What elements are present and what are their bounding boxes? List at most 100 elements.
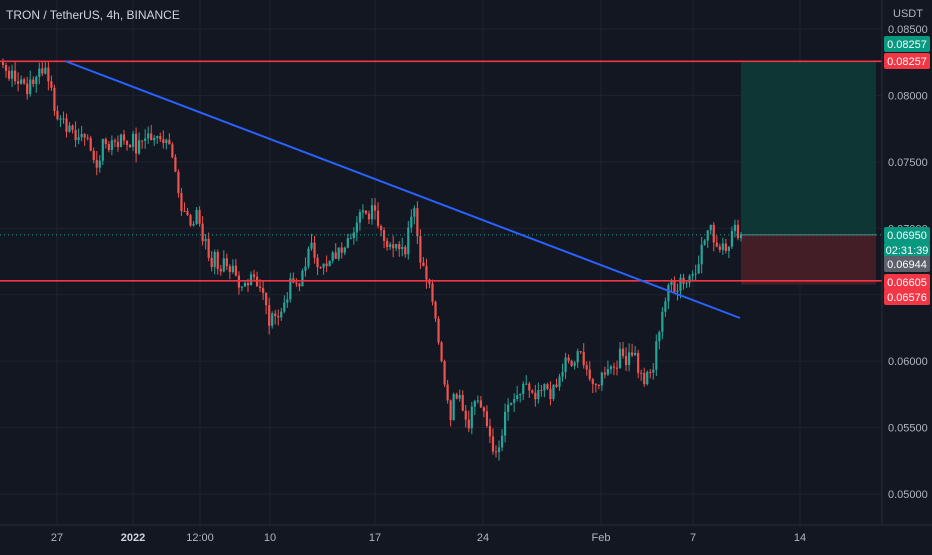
candle-body	[579, 351, 582, 353]
candle-body	[265, 292, 268, 306]
candle-body	[697, 264, 700, 274]
candle-body	[313, 242, 316, 258]
time-axis[interactable]: 27 2022 12:00 10 17 24 Feb 7 14	[51, 532, 806, 544]
candle-body	[358, 212, 362, 223]
candle-body	[307, 248, 310, 267]
candle-body	[32, 79, 35, 85]
candle-body	[627, 352, 631, 366]
candle-body	[277, 316, 280, 318]
candle-body	[546, 384, 549, 389]
candle-body	[540, 390, 543, 392]
candle-body	[255, 276, 259, 287]
trendline-segment[interactable]	[64, 60, 741, 319]
candle-body	[95, 160, 98, 168]
candle-body	[510, 402, 513, 405]
price-tick-label: 0.07500	[888, 157, 928, 169]
candle-body	[86, 137, 89, 139]
candle-body	[131, 133, 135, 148]
candle-body	[488, 426, 492, 437]
candle-body	[685, 282, 688, 284]
candle-body	[637, 352, 640, 373]
candle-body	[500, 435, 504, 448]
candle-body	[225, 258, 228, 267]
candle-body	[640, 372, 643, 374]
candle-body	[503, 411, 507, 436]
candle-body	[147, 133, 150, 139]
candle-body	[325, 263, 328, 267]
candle-body	[80, 134, 83, 138]
time-tick-label: Feb	[592, 532, 611, 544]
stop-zone	[741, 234, 876, 285]
candle-body	[404, 246, 407, 255]
candle-body	[352, 232, 355, 239]
candle-body	[724, 243, 727, 251]
candle-body	[98, 160, 101, 168]
candle-body	[110, 140, 113, 150]
candle-body	[440, 342, 443, 362]
price-tick-label: 0.05500	[888, 423, 928, 435]
candle-body	[376, 210, 380, 227]
candle-body	[252, 274, 256, 277]
candle-body	[491, 436, 495, 452]
candle-body	[600, 372, 603, 386]
target-price-label-bg	[884, 36, 930, 52]
time-tick-label: 10	[264, 532, 276, 544]
candle-body	[655, 341, 658, 370]
candle-body	[516, 395, 519, 399]
candle-body	[661, 311, 664, 332]
candle-body	[180, 193, 183, 212]
resistance-price-label-bg	[884, 53, 930, 69]
trendline[interactable]	[64, 60, 741, 319]
grid	[0, 0, 882, 525]
candle-body	[189, 215, 192, 226]
current-price-label: 0.06950	[887, 230, 927, 242]
candle-body	[144, 138, 147, 141]
candle-body	[289, 278, 292, 300]
candle-body	[715, 242, 718, 247]
price-tick-label: 0.08500	[888, 24, 928, 36]
candle-body	[597, 384, 600, 386]
candle-body	[624, 355, 628, 366]
candle-body	[497, 447, 501, 453]
candle-body	[428, 279, 431, 284]
candle-body	[246, 282, 250, 286]
candle-body	[228, 266, 231, 273]
candle-body	[652, 369, 655, 373]
candle-body	[10, 70, 14, 79]
candle-body	[83, 134, 86, 138]
candle-body	[373, 205, 377, 211]
support-price-label-bg	[884, 274, 930, 290]
candle-body	[92, 150, 95, 161]
candle-body	[59, 118, 62, 120]
candle-body	[473, 401, 476, 407]
target-zone	[741, 61, 876, 235]
candle-body	[216, 252, 219, 269]
candle-body	[458, 395, 461, 399]
candle-body	[7, 70, 11, 79]
candle-body	[382, 230, 386, 241]
candle-body	[688, 275, 691, 283]
candle-body	[286, 299, 289, 303]
candle-body	[570, 360, 573, 366]
price-tick-label: 0.05000	[888, 489, 928, 501]
candle-body	[561, 372, 564, 377]
candle-body	[494, 451, 498, 453]
candle-body	[425, 266, 428, 280]
candle-body	[243, 282, 247, 287]
candle-body	[727, 246, 731, 251]
candle-body	[41, 68, 44, 74]
current-price-label-bg	[884, 227, 930, 243]
candle-body	[431, 283, 434, 302]
candle-body	[437, 318, 440, 343]
candle-body	[736, 224, 740, 239]
candle-body	[392, 244, 395, 249]
candle-body	[159, 136, 162, 140]
candle-body	[207, 238, 210, 258]
candle-body	[452, 394, 455, 421]
candle-body	[162, 139, 165, 144]
candle-body	[482, 407, 486, 412]
candle-body	[606, 369, 610, 375]
candle-body	[449, 400, 452, 421]
